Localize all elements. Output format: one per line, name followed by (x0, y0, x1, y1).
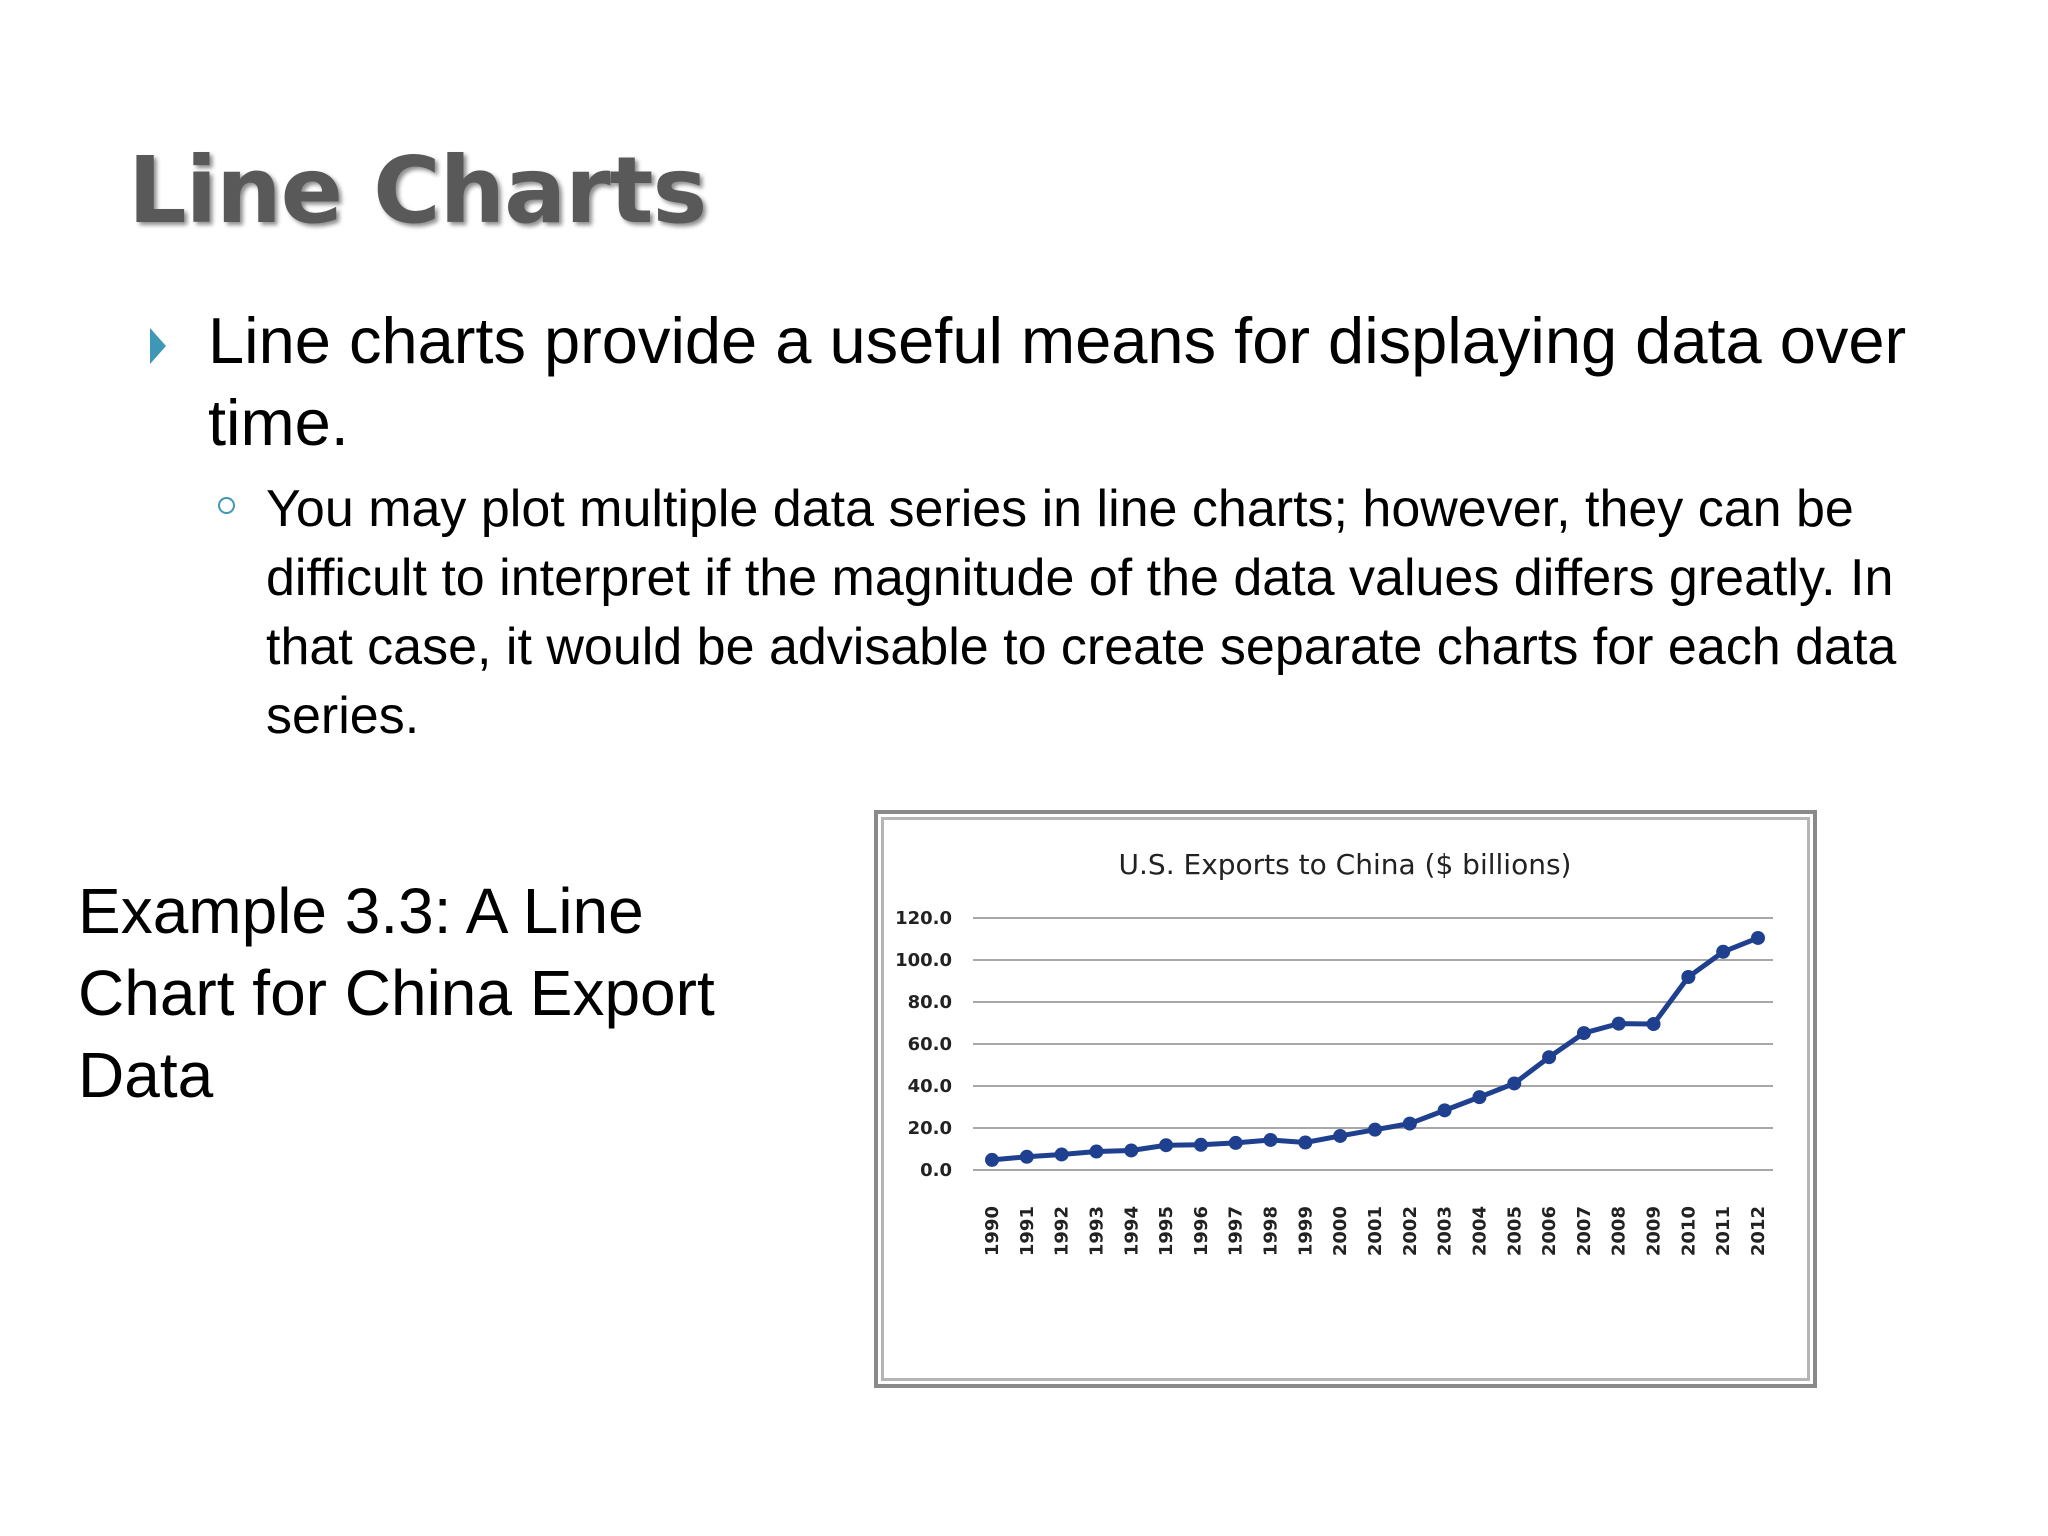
x-tick-label: 2003 (1435, 1206, 1456, 1256)
y-tick-label: 80.0 (908, 992, 952, 1013)
data-point (1263, 1132, 1278, 1147)
data-point (1089, 1144, 1104, 1159)
y-tick-label: 60.0 (908, 1034, 952, 1055)
x-tick-label: 2012 (1748, 1206, 1769, 1256)
data-point (1054, 1147, 1069, 1162)
x-tick-label: 1993 (1086, 1206, 1107, 1256)
x-tick-label: 2010 (1678, 1206, 1699, 1256)
y-axis-ticks: 0.0 20.0 40.0 60.0 80.0 100.0 120.0 (895, 908, 952, 1181)
x-tick-label: 1995 (1156, 1206, 1177, 1256)
x-tick-label: 2006 (1539, 1206, 1560, 1256)
y-tick-label: 120.0 (895, 908, 952, 929)
data-point (1019, 1149, 1034, 1164)
data-point (1542, 1050, 1557, 1065)
x-tick-label: 2004 (1469, 1206, 1490, 1256)
x-tick-label: 2009 (1644, 1206, 1665, 1256)
sub-bullet-text: You may plot multiple data series in lin… (266, 480, 1897, 745)
x-tick-label: 2008 (1609, 1206, 1630, 1256)
data-point (1472, 1090, 1487, 1105)
data-point (1507, 1076, 1522, 1091)
triangle-bullet-icon (150, 328, 166, 364)
x-tick-label: 2001 (1365, 1206, 1386, 1256)
data-point (1228, 1135, 1243, 1150)
x-tick-label: 2000 (1330, 1206, 1351, 1256)
data-point (1576, 1026, 1591, 1041)
x-tick-label: 1994 (1121, 1206, 1142, 1256)
data-point (1159, 1138, 1174, 1153)
x-tick-label: 1992 (1052, 1206, 1073, 1256)
data-point (1402, 1116, 1417, 1131)
data-point (1681, 970, 1696, 985)
data-point (1298, 1135, 1313, 1150)
chart-title: U.S. Exports to China ($ billions) (1119, 848, 1572, 881)
x-tick-label: 2007 (1574, 1206, 1595, 1256)
data-point (1124, 1143, 1139, 1158)
data-point (1368, 1122, 1382, 1137)
x-tick-label: 2005 (1504, 1206, 1525, 1256)
x-tick-label: 1990 (982, 1206, 1003, 1256)
circle-bullet-icon (218, 497, 235, 514)
x-tick-label: 1991 (1017, 1206, 1038, 1256)
x-tick-label: 1996 (1191, 1206, 1212, 1256)
x-tick-label: 1997 (1226, 1206, 1247, 1256)
data-point (1333, 1128, 1348, 1143)
y-tick-label: 100.0 (895, 950, 952, 971)
main-bullet-text: Line charts provide a useful means for d… (208, 304, 1907, 459)
data-point (1437, 1103, 1452, 1118)
y-tick-label: 20.0 (908, 1118, 952, 1139)
y-tick-label: 0.0 (920, 1160, 952, 1181)
y-tick-label: 40.0 (908, 1076, 952, 1097)
x-axis-ticks: 1990 1991 1992 1993 1994 1995 1996 1997 1998 1999… (982, 1206, 1769, 1256)
slide-title: Line Charts (128, 137, 707, 244)
grid-lines (973, 917, 1773, 1171)
series-layer (985, 930, 1765, 1167)
data-point (1193, 1137, 1208, 1152)
data-point (1751, 930, 1765, 945)
line-chart: U.S. Exports to China ($ billions) 0.0 20… (895, 848, 1773, 1256)
x-tick-label: 2002 (1400, 1206, 1421, 1256)
data-point (1716, 944, 1731, 959)
x-tick-label: 1999 (1295, 1206, 1316, 1256)
data-point (985, 1152, 999, 1167)
chart-frame: U.S. Exports to China ($ billions) 0.0 20… (874, 810, 1817, 1388)
example-caption: Example 3.3: A Line Chart for China Expo… (78, 875, 715, 1111)
x-tick-label: 2011 (1713, 1206, 1734, 1256)
x-tick-label: 1998 (1261, 1206, 1282, 1256)
data-point (1646, 1017, 1661, 1032)
data-point (1611, 1016, 1626, 1031)
